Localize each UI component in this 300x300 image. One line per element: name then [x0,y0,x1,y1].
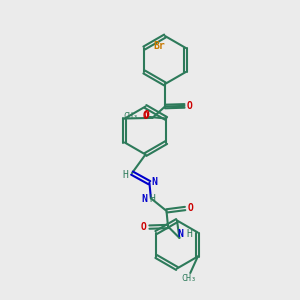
Text: O: O [144,110,150,121]
Text: O: O [143,111,149,121]
Text: CH₃: CH₃ [181,274,196,283]
Text: H: H [186,229,192,239]
Text: N: N [178,229,184,239]
Text: O: O [188,203,194,214]
Text: N: N [151,177,157,187]
Text: H: H [122,170,128,180]
Text: O: O [141,222,147,232]
Text: H: H [149,194,155,204]
Text: CH₃: CH₃ [124,112,139,121]
Text: N: N [141,194,147,204]
Text: Br: Br [154,40,166,51]
Text: O: O [187,101,193,111]
